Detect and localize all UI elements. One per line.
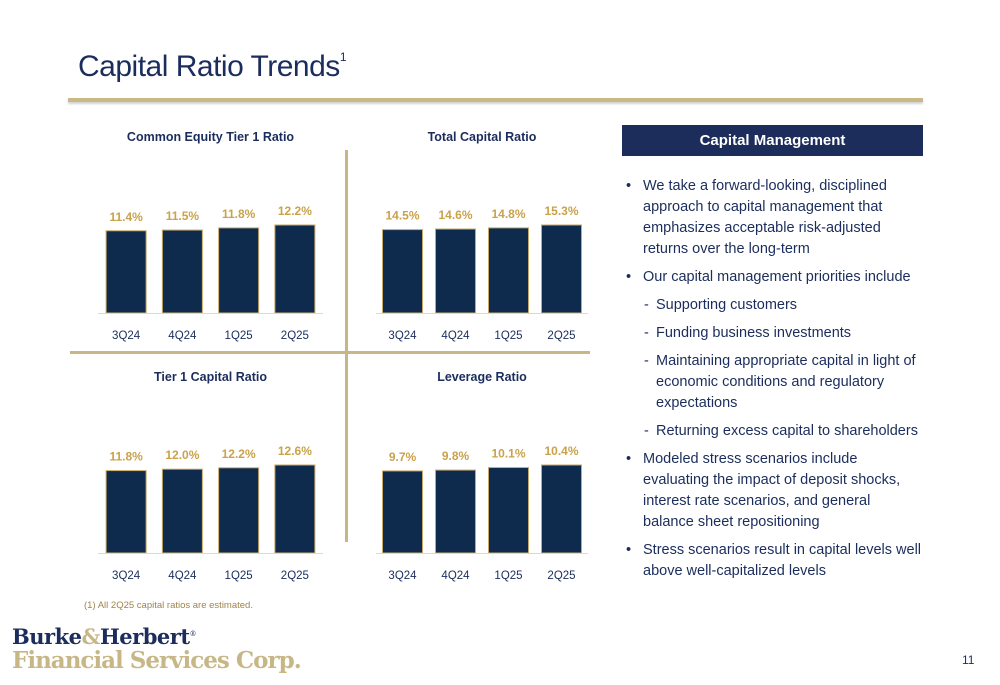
chart-svg: Common Equity Tier 1 Ratio 11.4% 3Q24 11.5%… [98,130,323,342]
x-tick-label: 1Q25 [225,330,253,342]
data-label: 15.3% [544,204,578,218]
bar-2q25 [541,464,582,554]
bar-4q24 [435,228,476,314]
x-tick-label: 2Q25 [281,330,309,342]
logo-name-part2: Herbert [99,624,190,649]
title-footnote-marker: 1 [339,50,347,64]
chart-leverage: Leverage Ratio 9.7% 3Q24 9.8% 4Q24 10.1% 1Q25 1… [348,360,610,590]
data-label: 10.1% [491,447,525,461]
data-label: 14.6% [438,208,472,222]
title-underline [68,98,923,102]
data-label: 14.5% [385,209,419,223]
capital-management-header: Capital Management [622,125,923,156]
capital-management-bullets: We take a forward-looking, disciplined a… [622,176,922,589]
chart-svg: Leverage Ratio 9.7% 3Q24 9.8% 4Q24 10.1% 1Q25 1… [376,370,588,582]
bar-2q25 [541,224,582,314]
data-label: 12.6% [278,444,312,458]
chart-svg: Total Capital Ratio 14.5% 3Q24 14.6% 4Q24 14.… [376,130,588,342]
data-label: 12.2% [222,447,256,461]
sub-bullet-item: Maintaining appropriate capital in light… [622,351,922,414]
bar-2q25 [274,464,316,554]
bar-4q24 [161,468,203,554]
data-label: 12.0% [165,448,199,462]
data-label: 9.8% [442,449,470,463]
page-number: 11 [962,653,975,667]
chart-title: Leverage Ratio [437,370,527,384]
chart-tier1-capital: Tier 1 Capital Ratio 11.8% 3Q24 12.0% 4Q24 12… [70,360,345,590]
x-tick-label: 2Q25 [281,570,309,582]
bullet-item: Our capital management priorities includ… [622,267,922,288]
data-label: 11.8% [222,207,256,221]
bar-1q25 [488,227,529,314]
data-label: 11.4% [109,210,143,224]
chart-common-equity-tier1: Common Equity Tier 1 Ratio 11.4% 3Q24 11.5%… [70,120,345,350]
sub-bullet-item: Returning excess capital to shareholders [622,421,922,442]
bar-1q25 [488,467,529,554]
logo-ampersand: & [81,624,101,649]
x-tick-label: 1Q25 [225,570,253,582]
bar-1q25 [218,467,260,554]
x-tick-label: 2Q25 [547,330,575,342]
x-tick-label: 1Q25 [494,570,522,582]
bar-3q24 [105,230,147,314]
sub-bullet-item: Funding business investments [622,323,922,344]
x-tick-label: 4Q24 [441,570,470,582]
data-label: 10.4% [544,444,578,458]
bar-3q24 [382,470,423,554]
page-title: Capital Ratio Trends1 [78,50,347,83]
x-tick-label: 1Q25 [494,330,522,342]
x-tick-label: 4Q24 [168,330,197,342]
logo-registered-mark: ® [189,630,197,638]
chart-svg: Tier 1 Capital Ratio 11.8% 3Q24 12.0% 4Q24 12… [98,370,323,582]
logo-subtitle: Financial Services Corp. [12,647,302,674]
x-tick-label: 4Q24 [441,330,470,342]
data-label: 14.8% [491,207,525,221]
x-tick-label: 3Q24 [112,330,141,342]
bar-1q25 [218,227,260,314]
x-tick-label: 3Q24 [112,570,141,582]
data-label: 9.7% [389,450,417,464]
sub-bullet-item: Supporting customers [622,295,922,316]
bar-4q24 [435,469,476,554]
chart-title: Total Capital Ratio [428,130,537,144]
data-label: 11.8% [109,450,143,464]
bar-4q24 [161,229,203,314]
bar-3q24 [105,470,147,554]
x-tick-label: 3Q24 [388,570,417,582]
bullet-item: We take a forward-looking, disciplined a… [622,176,922,260]
logo-name-part1: Burke [12,624,82,649]
x-tick-label: 2Q25 [547,570,575,582]
bar-2q25 [274,224,316,314]
chart-title: Tier 1 Capital Ratio [154,370,267,384]
quadrant-vertical-divider [345,150,348,542]
bullet-item: Modeled stress scenarios include evaluat… [622,449,922,533]
chart-total-capital: Total Capital Ratio 14.5% 3Q24 14.6% 4Q24 14.… [348,120,610,350]
bullet-item: Stress scenarios result in capital level… [622,540,922,582]
data-label: 11.5% [166,209,200,223]
footnote: (1) All 2Q25 capital ratios are estimate… [84,600,253,611]
company-logo: Burke&Herbert® Financial Services Corp. [12,622,302,674]
x-tick-label: 3Q24 [388,330,417,342]
x-tick-label: 4Q24 [168,570,197,582]
chart-title: Common Equity Tier 1 Ratio [127,130,295,144]
bar-3q24 [382,229,423,314]
data-label: 12.2% [278,204,312,218]
quadrant-horizontal-divider [70,351,590,354]
